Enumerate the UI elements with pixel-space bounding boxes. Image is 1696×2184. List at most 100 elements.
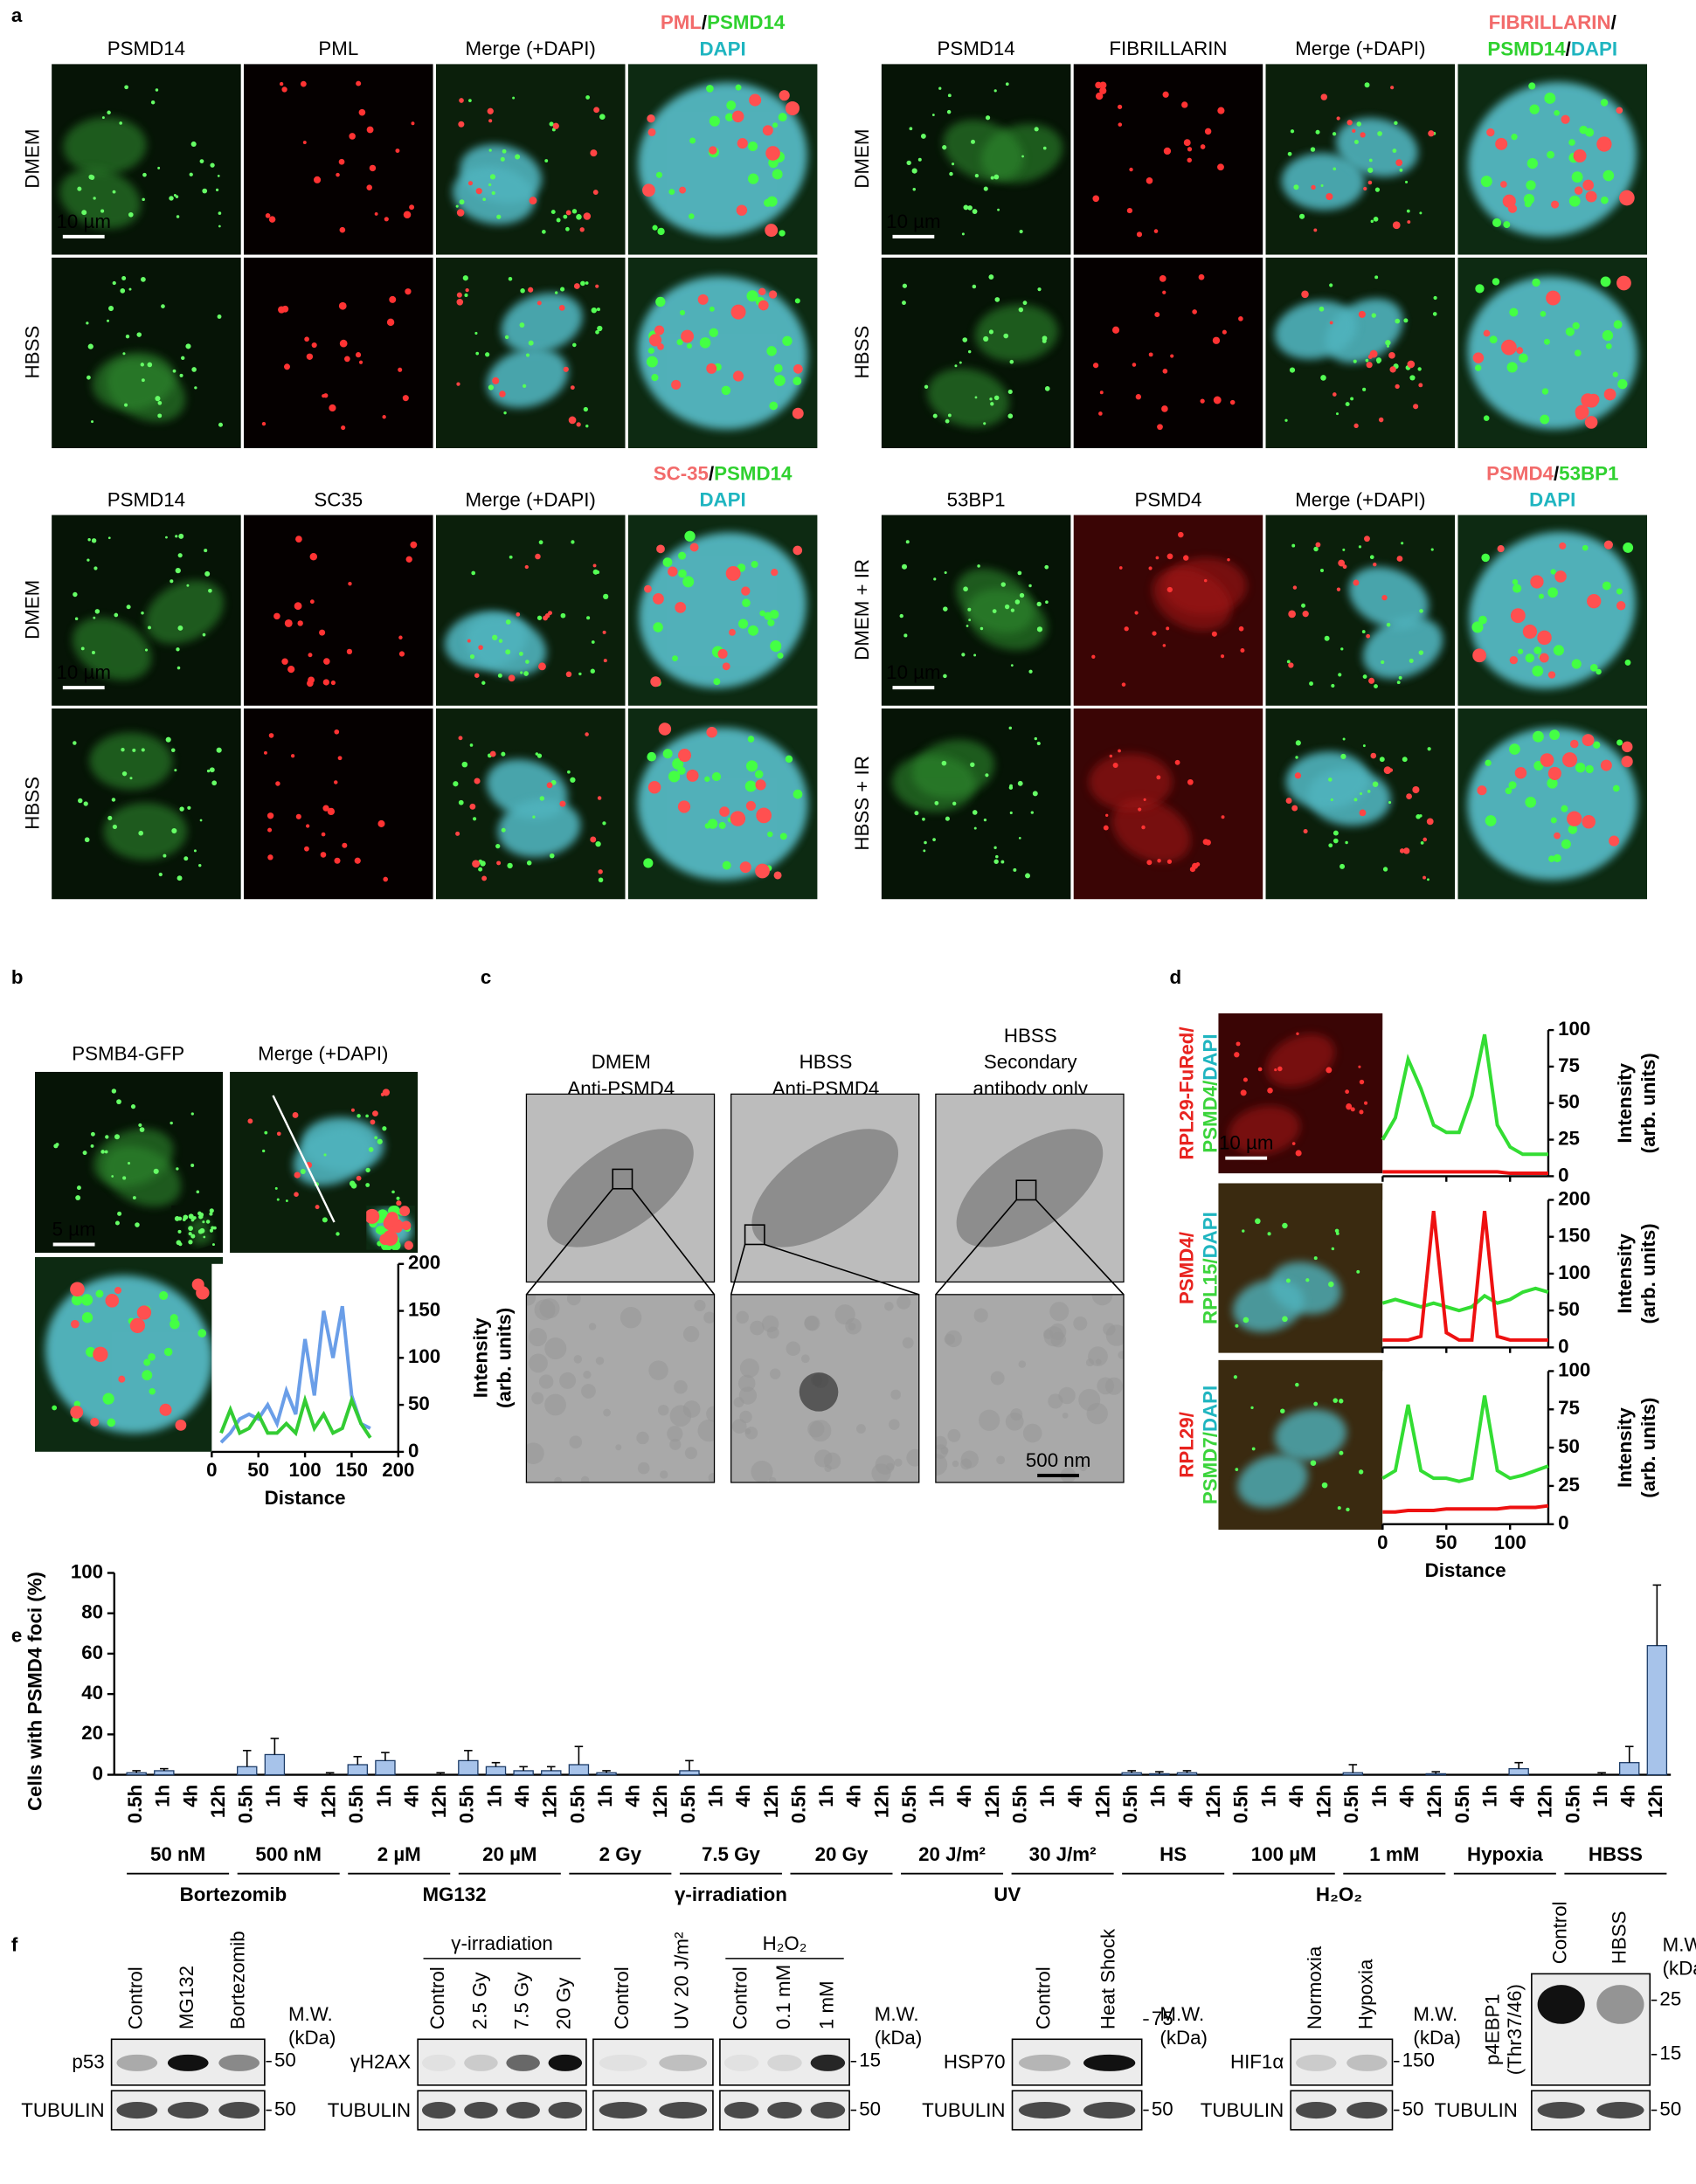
texture [526, 1442, 544, 1464]
spot [368, 1147, 374, 1152]
spot [1419, 609, 1423, 613]
spot [481, 681, 486, 685]
texture [996, 1455, 1006, 1465]
spot [1512, 578, 1519, 585]
spot [967, 349, 972, 354]
spot [709, 146, 717, 155]
spot [211, 780, 218, 786]
spot [570, 777, 576, 783]
spot [366, 126, 374, 134]
x-tick-label: 4h [622, 1785, 644, 1807]
spot [475, 188, 482, 195]
spot [157, 166, 161, 169]
spot [1419, 814, 1423, 818]
texture [1005, 1412, 1024, 1431]
spot [906, 160, 911, 166]
spot [1342, 548, 1346, 551]
zoom-guide [1035, 1199, 1125, 1296]
spot [1217, 163, 1224, 171]
y-axis-label: Intensity [1614, 1233, 1636, 1313]
spot [1603, 388, 1616, 401]
spot [658, 722, 672, 736]
blot-target: p53 [72, 2050, 104, 2072]
image-frame [730, 1093, 920, 1283]
spot [1526, 180, 1536, 190]
spot [1406, 209, 1410, 213]
spot [107, 815, 113, 820]
spot [170, 1314, 178, 1323]
blot-target: p4EBP1 [1482, 1994, 1504, 2065]
spot [472, 817, 477, 821]
spot [306, 824, 310, 828]
y-tick-label: 50 [408, 1393, 430, 1414]
mw-marker: 150 [1402, 2049, 1435, 2071]
label-part: RPL15/ [1199, 1258, 1221, 1324]
spot [1235, 1324, 1239, 1328]
label-part: PSMD14 [1487, 38, 1566, 59]
spot [1109, 754, 1113, 758]
spot [1034, 736, 1037, 741]
zoom-guide [935, 1199, 1017, 1296]
spot [1243, 1317, 1250, 1324]
spot [1381, 594, 1388, 601]
texture [603, 1408, 611, 1417]
spot [1385, 340, 1391, 346]
spot [384, 217, 389, 222]
subgroup-label: HBSS [1589, 1843, 1643, 1865]
spot [989, 397, 993, 401]
spot [126, 605, 131, 610]
spot [1353, 798, 1358, 802]
texture [581, 1384, 596, 1399]
nucleus [974, 304, 1059, 363]
spot [210, 162, 215, 168]
image-background [243, 64, 433, 255]
spot [914, 811, 919, 816]
spot [988, 274, 994, 280]
spot [469, 654, 475, 660]
spot [1018, 307, 1024, 313]
spot [941, 760, 947, 766]
spot [346, 648, 353, 655]
label-part: PSMD4 [1486, 462, 1554, 484]
spot [706, 363, 717, 374]
spot [329, 404, 336, 412]
x-tick-label: 1h [594, 1785, 616, 1807]
bar [1619, 1762, 1640, 1776]
y-tick-label: 25 [1558, 1127, 1580, 1149]
spot [1156, 775, 1161, 780]
row-label: HBSS [851, 326, 873, 379]
spot [909, 127, 913, 131]
x-tick-label: 4h [1617, 1785, 1639, 1807]
spot [290, 754, 295, 758]
spot [465, 288, 469, 293]
spot [114, 1134, 120, 1140]
spot [142, 172, 147, 177]
x-tick-label: 4h [511, 1785, 533, 1807]
spot [644, 584, 652, 593]
spot [456, 382, 460, 386]
texture [667, 1426, 683, 1442]
spot [1388, 768, 1394, 772]
spot [993, 846, 997, 849]
spot [1339, 1399, 1344, 1404]
spot [1045, 600, 1049, 605]
spot [274, 1186, 278, 1190]
spot [1533, 646, 1542, 654]
spot [1277, 1066, 1283, 1072]
spot [747, 173, 759, 184]
spot [583, 212, 592, 220]
x-tick-label: 0 [206, 1459, 217, 1481]
spot [1174, 759, 1180, 765]
spot [1162, 91, 1169, 98]
spot [1600, 759, 1612, 771]
spot [1568, 825, 1578, 834]
x-tick-label: 1h [373, 1785, 395, 1807]
spot [778, 113, 787, 122]
spot [95, 1289, 104, 1298]
spot [456, 292, 462, 298]
label-part: / [1611, 11, 1616, 33]
spot [1477, 785, 1487, 796]
spot [209, 1208, 214, 1213]
spot [365, 1183, 370, 1187]
spot [563, 366, 569, 372]
